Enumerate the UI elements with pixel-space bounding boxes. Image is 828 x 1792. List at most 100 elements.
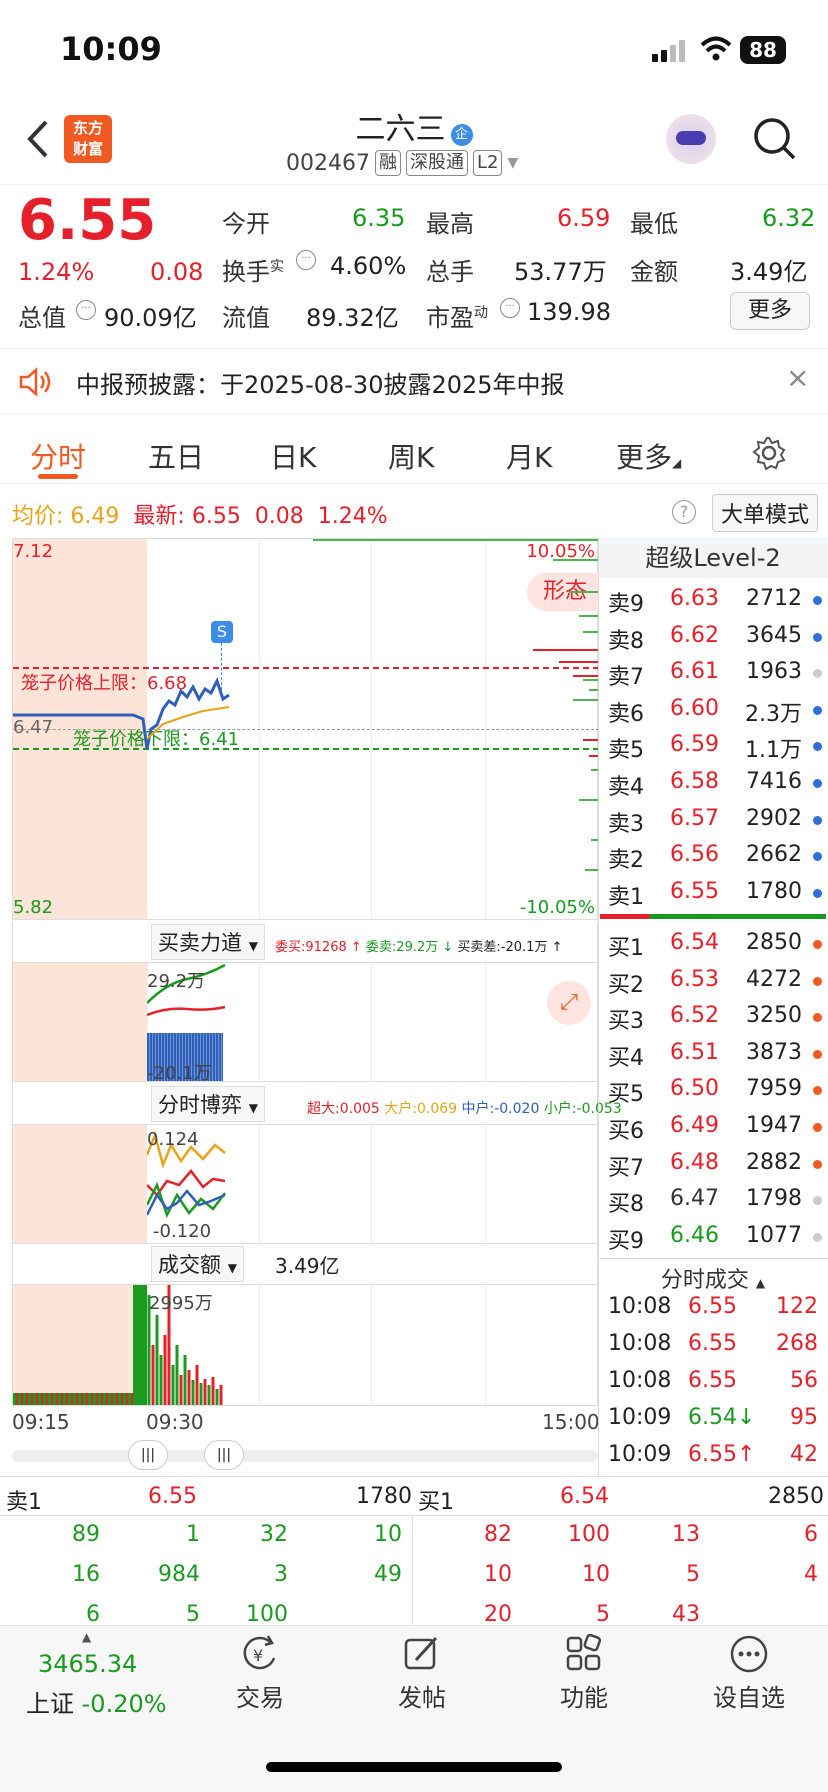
battery-icon: 88 <box>740 36 786 64</box>
ask-row[interactable]: 卖7 6.61 1963 <box>598 655 828 691</box>
y-max-label: 7.12 <box>13 541 54 562</box>
nav-trade[interactable]: ¥ 交易 <box>220 1634 300 1713</box>
tick-volume: 95 <box>790 1405 818 1430</box>
index-value[interactable]: 3465.34 <box>38 1650 138 1678</box>
bid-row[interactable]: 买3 6.52 3250 <box>598 999 828 1035</box>
nav-add-watchlist[interactable]: 设自选 <box>704 1634 794 1713</box>
volume-value: 53.77万 <box>514 258 607 286</box>
volume-panel[interactable]: 2995万 <box>12 1284 598 1406</box>
bid-row[interactable]: 买6 6.49 1947 <box>598 1109 828 1145</box>
ask-row[interactable]: 卖3 6.57 2902 <box>598 802 828 838</box>
ask-volume: 1963 <box>746 659 802 685</box>
back-button[interactable] <box>26 118 50 170</box>
settings-gear-icon[interactable] <box>752 436 786 470</box>
ask-volume: 1780 <box>746 878 802 904</box>
ask-row[interactable]: 卖2 6.56 2662 <box>598 838 828 874</box>
ask-level: 卖8 <box>608 628 644 654</box>
close-icon[interactable]: × <box>786 361 810 394</box>
bid-level: 买2 <box>608 972 644 998</box>
bid-row[interactable]: 买7 6.48 2882 <box>598 1146 828 1182</box>
tick-volume: 268 <box>776 1331 818 1356</box>
low-label: 最低 <box>630 210 678 238</box>
tick-price: 6.55↑ <box>688 1442 756 1467</box>
stock-code: 002467 <box>286 150 370 176</box>
tab-daily-k[interactable]: 日K <box>270 441 317 474</box>
info-icon[interactable]: ··· <box>76 300 96 320</box>
x-start-label: 09:15 <box>12 1410 70 1434</box>
signal-icon <box>652 40 685 62</box>
signal-s-icon[interactable]: S <box>211 621 233 643</box>
order-dot-icon <box>813 632 822 642</box>
range-handle-left[interactable]: ||| <box>128 1440 168 1470</box>
bid-row[interactable]: 买2 6.53 4272 <box>598 963 828 999</box>
stock-title[interactable]: 二六三 企 <box>0 104 828 148</box>
ask-volume: 2712 <box>746 586 802 611</box>
tab-intraday[interactable]: 分时 <box>30 441 87 474</box>
tab-weekly-k[interactable]: 周K <box>388 441 435 474</box>
nav-post[interactable]: 发帖 <box>382 1634 462 1713</box>
bid-list: 买1 6.54 2850 买2 6.53 4272 买3 6.52 3250 买4 6.51 3873… <box>598 926 828 1256</box>
stock-code-row[interactable]: 002467 融 深股通 L2 ▼ <box>286 150 518 176</box>
order-dot-icon <box>813 1086 822 1096</box>
tick-price: 6.55 <box>688 1368 737 1393</box>
level2-title[interactable]: 超级Level-2 <box>598 538 828 578</box>
order-dot-icon <box>813 779 822 788</box>
panel3-selector[interactable]: 成交额 ▼ <box>151 1246 244 1282</box>
bid-row[interactable]: 买1 6.54 2850 <box>598 926 828 962</box>
ask-row[interactable]: 卖5 6.59 1.1万 <box>598 728 828 764</box>
bid-row[interactable]: 买5 6.50 7959 <box>598 1072 828 1108</box>
assistant-avatar-icon[interactable] <box>666 114 716 164</box>
turnover-label: 换手实 <box>222 258 284 286</box>
force-bottom-label: -20.1万 <box>147 1063 212 1084</box>
lower-limit-line <box>13 748 599 750</box>
ask-row[interactable]: 卖9 6.63 2712 <box>598 582 828 618</box>
tab-five-day[interactable]: 五日 <box>148 441 205 474</box>
force-panel[interactable]: 29.2万 -20.1万 ⤢ <box>12 962 598 1084</box>
queue-order: 10 <box>484 1562 512 1587</box>
dropdown-icon: ▼ <box>507 155 519 171</box>
ticks-title[interactable]: 分时成交 ▲ <box>660 1268 766 1293</box>
tick-row: 10:08 6.55 56 <box>598 1364 828 1400</box>
more-button[interactable]: 更多 <box>730 292 810 330</box>
ask-row[interactable]: 卖1 6.55 1780 <box>598 875 828 911</box>
panel2-selector[interactable]: 分时博弈 ▼ <box>151 1086 265 1122</box>
range-handle-right[interactable]: ||| <box>204 1440 244 1470</box>
bid-row[interactable]: 买9 6.46 1077 <box>598 1219 828 1255</box>
order-dot-icon <box>813 815 822 825</box>
tick-row: 10:08 6.55 122 <box>598 1290 828 1326</box>
bid-price: 6.48 <box>670 1149 719 1175</box>
grid-icon <box>566 1633 602 1671</box>
nav-functions[interactable]: 功能 <box>544 1633 624 1713</box>
intraday-chart[interactable]: 7.12 5.82 6.47 10.05% -10.05% 笼子价格上限：6.6… <box>12 538 599 920</box>
order-dot-icon <box>813 852 822 862</box>
ask-level: 卖1 <box>608 884 644 910</box>
big-order-mode-button[interactable]: 大单模式 <box>712 494 819 532</box>
index-row[interactable]: 上证 -0.20% <box>26 1690 167 1718</box>
ask-volume: 1.1万 <box>745 738 802 764</box>
ask-row[interactable]: 卖6 6.60 2.3万 <box>598 692 828 728</box>
tick-list: 10:08 6.55 122 10:08 6.55 268 10:08 6.55 56 10:09… <box>598 1290 828 1474</box>
prev-close-label: 6.47 <box>13 717 54 738</box>
help-icon[interactable]: ? <box>672 500 696 524</box>
queue-order: 5 <box>186 1602 200 1626</box>
bid-row[interactable]: 买8 6.47 1798 <box>598 1182 828 1218</box>
game-panel[interactable]: 0.124 -0.120 <box>12 1124 598 1244</box>
turnover-info-icon[interactable]: ··· <box>296 250 316 270</box>
search-icon[interactable] <box>752 116 798 162</box>
queue-order: 5 <box>686 1562 700 1587</box>
ask-level: 卖4 <box>608 775 644 800</box>
ask-row[interactable]: 卖8 6.62 3645 <box>598 619 828 655</box>
time-range-scrollbar[interactable] <box>12 1450 598 1462</box>
pe-value: 139.98 <box>527 298 611 326</box>
expand-icon[interactable]: ⤢ <box>547 981 591 1025</box>
queue-buy-vol: 2850 <box>768 1484 824 1509</box>
enterprise-badge: 企 <box>450 123 473 146</box>
ask-row[interactable]: 卖4 6.58 7416 <box>598 765 828 801</box>
ask-level: 卖2 <box>608 848 644 874</box>
notice-bar[interactable]: 中报预披露：于2025-08-30披露2025年中报 × <box>0 348 828 414</box>
tab-more[interactable]: 更多◢ <box>616 441 682 474</box>
tab-monthly-k[interactable]: 月K <box>506 441 553 474</box>
bid-row[interactable]: 买4 6.51 3873 <box>598 1036 828 1072</box>
pe-info-icon[interactable]: ··· <box>500 298 520 318</box>
panel1-selector[interactable]: 买卖力道 ▼ <box>151 924 265 960</box>
